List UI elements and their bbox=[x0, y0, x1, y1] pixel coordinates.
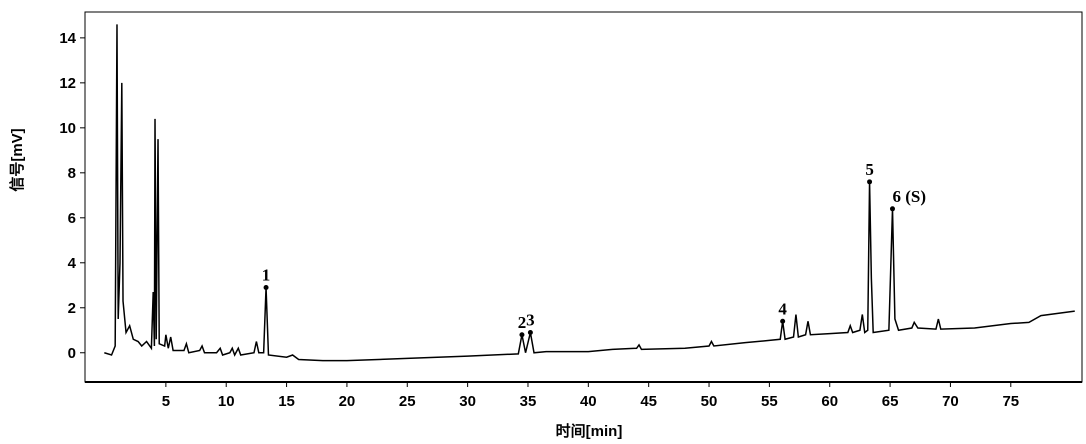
y-tick-label: 6 bbox=[68, 210, 76, 227]
y-tick-label: 4 bbox=[68, 255, 77, 272]
x-tick-label: 30 bbox=[459, 393, 476, 410]
x-tick-label: 5 bbox=[162, 393, 170, 410]
peak-marker bbox=[867, 179, 873, 185]
peak-marker bbox=[519, 332, 525, 338]
peak-marker bbox=[527, 330, 533, 336]
x-tick-label: 15 bbox=[278, 393, 295, 410]
peak-label: 5 bbox=[865, 160, 874, 179]
x-tick-label: 40 bbox=[580, 393, 597, 410]
x-tick-label: 75 bbox=[1002, 393, 1019, 410]
y-tick-label: 10 bbox=[59, 120, 76, 137]
peak-marker bbox=[780, 318, 786, 324]
x-tick-label: 50 bbox=[701, 393, 718, 410]
y-tick-label: 0 bbox=[68, 345, 76, 362]
x-tick-label: 55 bbox=[761, 393, 778, 410]
x-tick-label: 10 bbox=[218, 393, 235, 410]
plot-frame bbox=[84, 11, 1083, 383]
x-axis-label: 时间[min] bbox=[556, 422, 623, 440]
trace bbox=[104, 24, 1075, 362]
peak-label: 3 bbox=[526, 311, 535, 330]
x-tick-label: 35 bbox=[520, 393, 537, 410]
peak-marker bbox=[263, 285, 269, 291]
peak-label: 2 bbox=[518, 313, 527, 332]
y-tick-label: 8 bbox=[68, 165, 76, 182]
y-tick-label: 2 bbox=[68, 300, 76, 317]
y-tick-label: 12 bbox=[59, 75, 76, 92]
x-tick-label: 25 bbox=[399, 393, 416, 410]
peak-marker bbox=[889, 206, 895, 212]
y-tick-label: 14 bbox=[59, 30, 76, 47]
peak-label: 1 bbox=[262, 266, 271, 285]
y-axis-label: 信号[mV] bbox=[8, 128, 26, 191]
x-tick-label: 70 bbox=[942, 393, 959, 410]
x-tick-label: 20 bbox=[339, 393, 356, 410]
x-tick-label: 60 bbox=[821, 393, 838, 410]
x-tick-label: 65 bbox=[882, 393, 899, 410]
peak-label: 6 (S) bbox=[892, 187, 926, 206]
x-tick-label: 45 bbox=[640, 393, 657, 410]
peak-label: 4 bbox=[778, 299, 787, 318]
